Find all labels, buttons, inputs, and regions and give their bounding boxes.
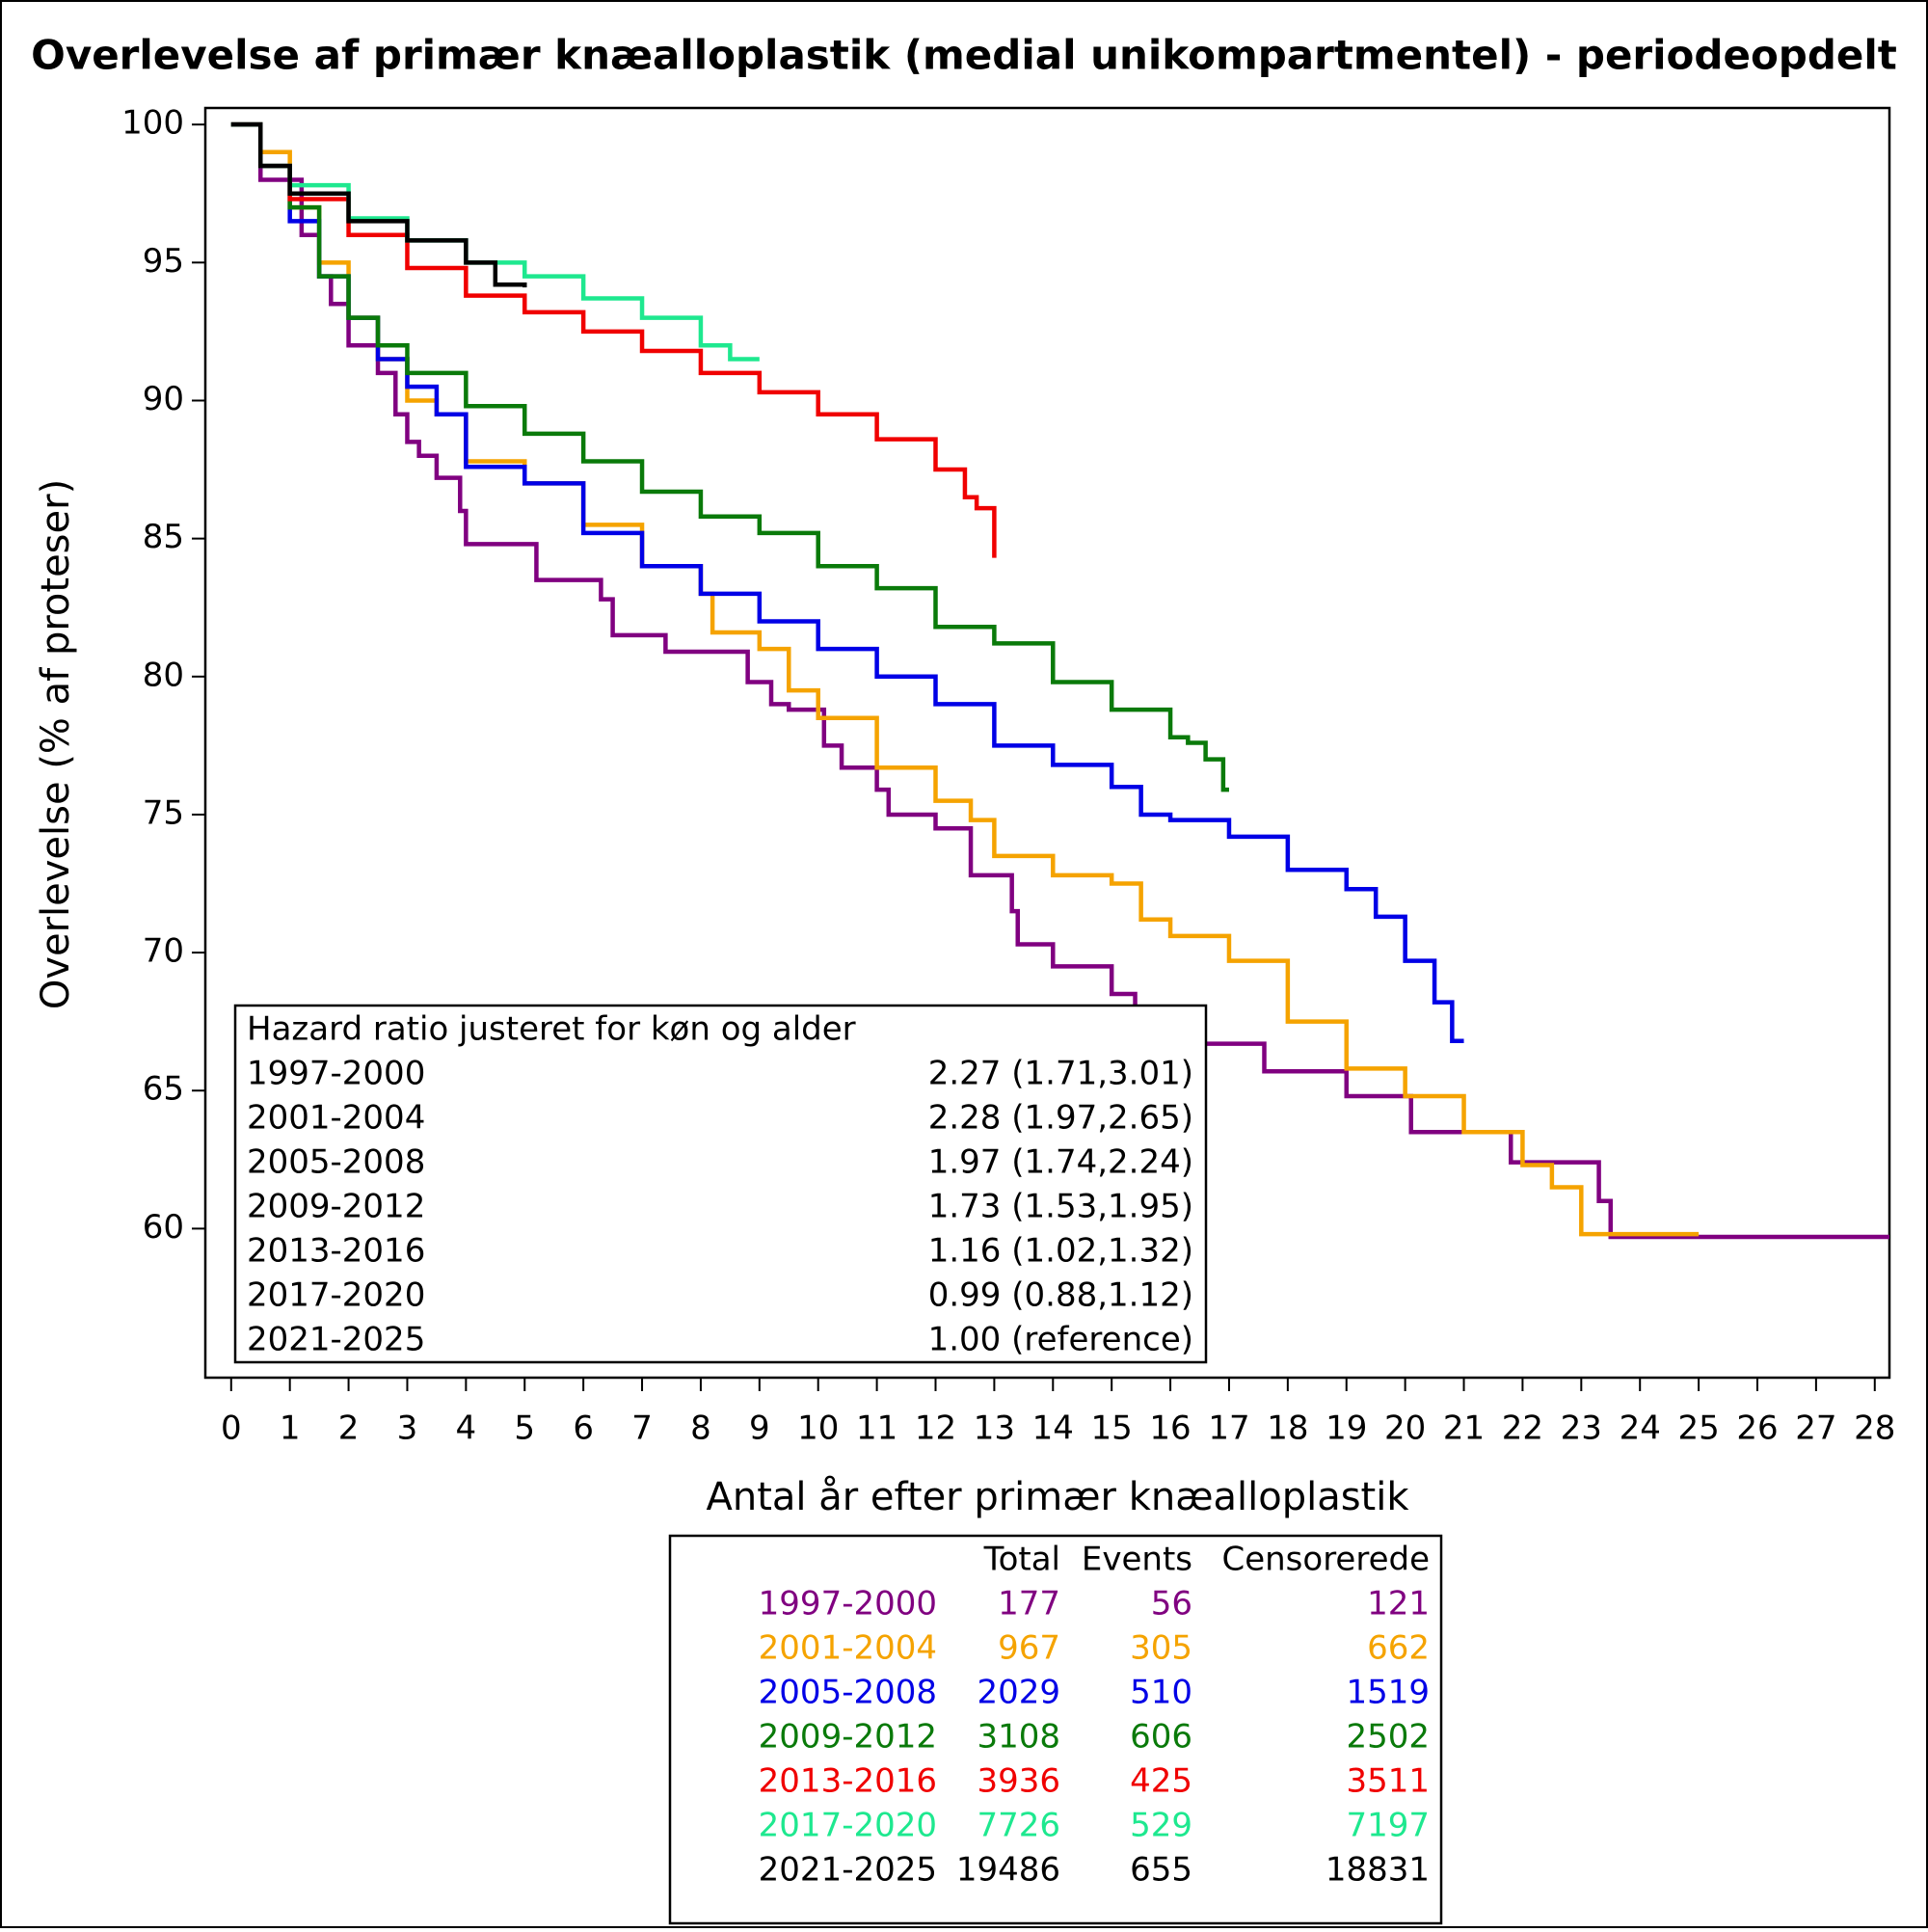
- x-tick-label: 6: [573, 1409, 594, 1448]
- x-tick-label: 5: [514, 1409, 535, 1448]
- risk-table: [668, 1534, 1443, 1925]
- x-tick-label: 17: [1208, 1409, 1249, 1448]
- table-cell: 305: [1130, 1629, 1192, 1668]
- hazard-label: 2005-2008: [247, 1143, 425, 1182]
- x-tick-label: 27: [1795, 1409, 1836, 1448]
- x-tick-label: 24: [1620, 1409, 1661, 1448]
- x-axis-label: Antal år efter primær knæalloplastik: [706, 1475, 1409, 1519]
- table-cell: 3936: [977, 1762, 1060, 1801]
- hazard-value: 2.28 (1.97,2.65): [928, 1099, 1193, 1138]
- table-cell: 2029: [977, 1674, 1060, 1712]
- hazard-label: 2021-2025: [247, 1321, 425, 1359]
- y-axis-label: Overlevelse (% af proteser): [34, 479, 78, 1009]
- x-tick-label: 8: [690, 1409, 711, 1448]
- x-tick-label: 9: [749, 1409, 770, 1448]
- x-tick-label: 16: [1149, 1409, 1191, 1448]
- table-cell: 967: [998, 1629, 1060, 1668]
- x-tick-label: 3: [397, 1409, 418, 1448]
- table-cell: 3108: [977, 1718, 1060, 1757]
- hazard-value: 2.27 (1.71,3.01): [928, 1055, 1193, 1093]
- table-cell: 425: [1130, 1762, 1192, 1801]
- y-tick-label: 85: [143, 518, 184, 556]
- legend-entry: 1997-2000: [759, 1585, 937, 1623]
- y-tick-label: 75: [143, 793, 184, 832]
- table-cell: 529: [1130, 1807, 1192, 1845]
- x-tick-label: 11: [856, 1409, 897, 1448]
- legend-entry: 2021-2025: [759, 1851, 937, 1890]
- table-cell: 606: [1130, 1718, 1192, 1757]
- table-header: Events: [1082, 1541, 1192, 1579]
- x-tick-label: 19: [1326, 1409, 1367, 1448]
- y-tick-label: 80: [143, 656, 184, 694]
- hazard-value: 1.16 (1.02,1.32): [928, 1232, 1193, 1271]
- table-cell: 177: [998, 1585, 1060, 1623]
- hazard-title: Hazard ratio justeret for køn og alder: [247, 1010, 856, 1049]
- y-tick-label: 100: [121, 104, 184, 143]
- table-cell: 510: [1130, 1674, 1192, 1712]
- hazard-label: 1997-2000: [247, 1055, 425, 1093]
- x-tick-label: 18: [1267, 1409, 1308, 1448]
- x-tick-label: 21: [1443, 1409, 1485, 1448]
- hazard-label: 2017-2020: [247, 1276, 425, 1315]
- table-cell: 662: [1367, 1629, 1430, 1668]
- x-tick-label: 28: [1854, 1409, 1895, 1448]
- x-tick-label: 4: [456, 1409, 477, 1448]
- hazard-value: 1.97 (1.74,2.24): [928, 1143, 1193, 1182]
- table-header: Censorerede: [1221, 1541, 1430, 1579]
- chart-title: Overlevelse af primær knæalloplastik (me…: [31, 32, 1897, 79]
- y-tick-label: 65: [143, 1070, 184, 1109]
- hazard-box: [233, 1004, 1208, 1364]
- hazard-value: 1.73 (1.53,1.95): [928, 1188, 1193, 1226]
- table-cell: 3511: [1346, 1762, 1430, 1801]
- x-tick-label: 1: [280, 1409, 301, 1448]
- x-tick-label: 2: [338, 1409, 360, 1448]
- y-tick-label: 70: [143, 932, 184, 971]
- survival-curve: [230, 121, 527, 288]
- x-tick-label: 12: [915, 1409, 956, 1448]
- x-tick-label: 0: [221, 1409, 242, 1448]
- x-tick-label: 10: [797, 1409, 839, 1448]
- table-cell: 7197: [1346, 1807, 1430, 1845]
- table-cell: 655: [1130, 1851, 1192, 1890]
- x-tick-label: 14: [1032, 1409, 1074, 1448]
- x-tick-label: 23: [1561, 1409, 1602, 1448]
- x-tick-label: 13: [974, 1409, 1015, 1448]
- y-tick-label: 95: [143, 242, 184, 281]
- legend-entry: 2013-2016: [759, 1762, 937, 1801]
- legend-entry: 2001-2004: [759, 1629, 937, 1668]
- x-tick-label: 7: [631, 1409, 653, 1448]
- y-tick-label: 90: [143, 380, 184, 418]
- table-cell: 7726: [977, 1807, 1060, 1845]
- legend-entry: 2009-2012: [759, 1718, 937, 1757]
- table-cell: 121: [1367, 1585, 1430, 1623]
- table-cell: 18831: [1326, 1851, 1430, 1890]
- table-cell: 2502: [1346, 1718, 1430, 1757]
- table-cell: 19486: [956, 1851, 1060, 1890]
- plot-area: [203, 106, 1891, 1380]
- survival-curve: [230, 121, 1229, 792]
- x-tick-label: 20: [1384, 1409, 1426, 1448]
- table-cell: 56: [1151, 1585, 1192, 1623]
- hazard-label: 2001-2004: [247, 1099, 425, 1138]
- legend-entry: 2017-2020: [759, 1807, 937, 1845]
- y-tick-label: 60: [143, 1208, 184, 1247]
- legend-entry: 2005-2008: [759, 1674, 937, 1712]
- hazard-value: 1.00 (reference): [928, 1321, 1193, 1359]
- hazard-label: 2013-2016: [247, 1232, 425, 1271]
- x-tick-label: 22: [1502, 1409, 1543, 1448]
- x-tick-label: 25: [1677, 1409, 1719, 1448]
- table-header: Total: [983, 1541, 1060, 1579]
- x-tick-label: 15: [1091, 1409, 1133, 1448]
- hazard-label: 2009-2012: [247, 1188, 425, 1226]
- hazard-value: 0.99 (0.88,1.12): [928, 1276, 1193, 1315]
- x-tick-label: 26: [1736, 1409, 1778, 1448]
- table-cell: 1519: [1346, 1674, 1430, 1712]
